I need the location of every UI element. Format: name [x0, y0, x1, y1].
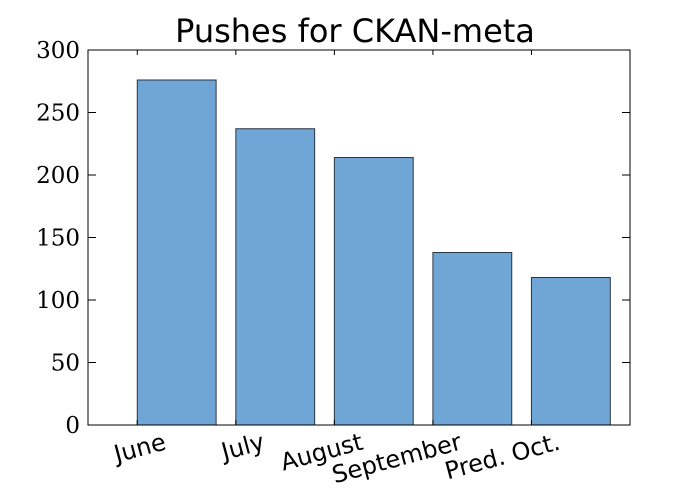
- chart-title: Pushes for CKAN-meta: [175, 12, 535, 50]
- y-tick-label: 100: [36, 288, 80, 314]
- bars-layer: [136, 79, 611, 426]
- bar-july: [235, 128, 316, 426]
- bar-pred-oct: [530, 277, 611, 426]
- y-tick-label: 200: [36, 163, 80, 189]
- y-tick-label: 50: [51, 351, 80, 377]
- y-tick-label: 0: [65, 413, 80, 439]
- plot-frame: [87, 49, 631, 426]
- y-tick-label: 300: [36, 38, 80, 64]
- y-tick-labels: 0 50 100 150 200 250 300: [36, 38, 80, 439]
- bar-june: [136, 79, 217, 426]
- y-tick-label: 250: [36, 101, 80, 127]
- bar-august: [333, 157, 414, 426]
- bar-september: [432, 252, 513, 426]
- y-tick-label: 150: [36, 226, 80, 252]
